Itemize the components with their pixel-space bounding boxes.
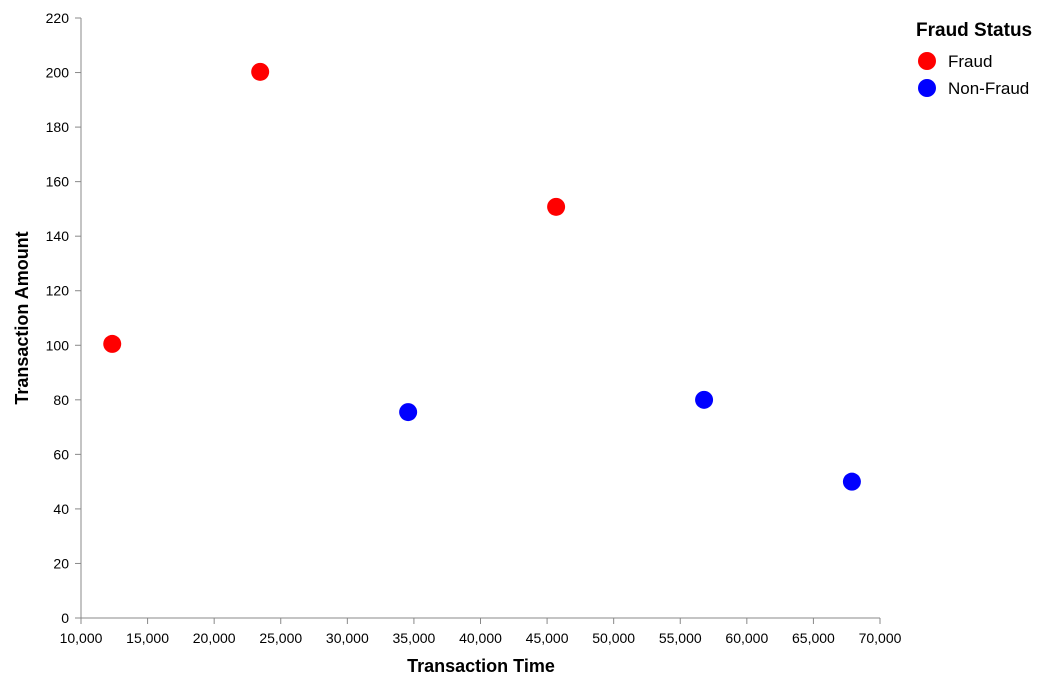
non-fraud-point [399,403,418,422]
non-fraud-point [695,390,714,409]
legend-swatch-fraud [918,52,936,70]
y-tick-label: 40 [53,501,69,517]
x-tick-label: 10,000 [60,630,103,646]
y-axis: 0 20 40 60 80 100 120 140 160 180 200 220 [46,10,82,626]
x-tick-label: 55,000 [659,630,702,646]
fraud-point [103,334,122,353]
y-tick-label: 0 [61,610,69,626]
x-tick-label: 25,000 [259,630,302,646]
non-fraud-point [842,472,861,491]
x-tick-label: 50,000 [592,630,635,646]
x-tick-label: 45,000 [526,630,569,646]
y-tick-label: 100 [46,337,70,353]
x-axis-title: Transaction Time [407,656,555,676]
y-tick-label: 60 [53,446,69,462]
legend-title: Fraud Status [916,20,1032,41]
legend-label-fraud: Fraud [948,52,992,71]
y-tick-label: 80 [53,392,69,408]
x-tick-label: 15,000 [126,630,169,646]
x-tick-label: 20,000 [193,630,236,646]
x-tick-label: 60,000 [725,630,768,646]
fraud-point [547,197,566,216]
x-tick-label: 65,000 [792,630,835,646]
x-axis: 10,000 15,000 20,000 25,000 30,000 35,000 40,0… [60,617,902,646]
x-tick-label: 35,000 [393,630,436,646]
x-tick-label: 70,000 [859,630,902,646]
x-tick-label: 40,000 [459,630,502,646]
y-tick-label: 180 [46,119,70,135]
y-axis-title: Transaction Amount [12,231,32,404]
y-tick-label: 120 [46,283,70,299]
y-tick-label: 160 [46,174,70,190]
x-tick-label: 30,000 [326,630,369,646]
legend: Fraud Status Fraud Non-Fraud [916,20,1032,98]
legend-label-non-fraud: Non-Fraud [948,79,1029,98]
y-tick-label: 220 [46,10,70,26]
y-tick-label: 200 [46,65,70,81]
fraud-point [251,62,270,81]
data-points [103,62,861,491]
y-tick-label: 140 [46,228,70,244]
y-tick-label: 20 [53,555,69,571]
legend-swatch-non-fraud [918,79,936,97]
